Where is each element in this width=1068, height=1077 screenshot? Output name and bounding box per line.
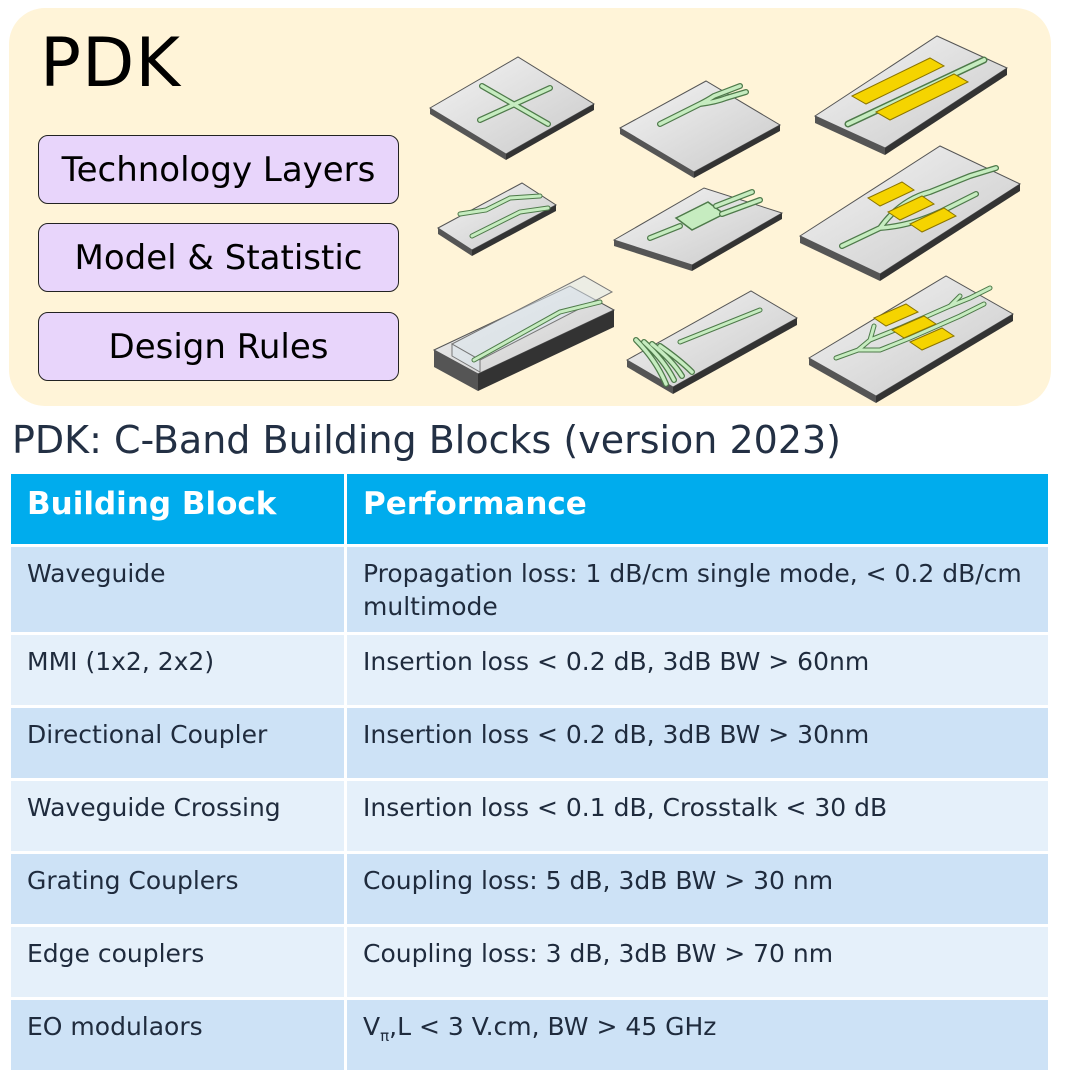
block-cell: Grating Couplers xyxy=(8,851,347,927)
block-cell: Edge couplers xyxy=(8,924,347,1000)
modulator-spec-text: ,L < 3 V.cm, BW > 45 GHz xyxy=(389,1012,717,1041)
edge-coupler-chip-icon xyxy=(432,275,616,391)
pdk-title: PDK xyxy=(40,24,181,103)
header-building-block: Building Block xyxy=(8,471,347,547)
header-performance: Performance xyxy=(344,471,1051,547)
model-statistic-button[interactable]: Model & Statistic xyxy=(38,223,399,292)
technology-layers-button[interactable]: Technology Layers xyxy=(38,135,399,204)
block-cell: EO modulaors xyxy=(8,997,347,1073)
performance-cell: Insertion loss < 0.2 dB, 3dB BW > 30nm xyxy=(344,705,1051,781)
directional-coupler-chip-icon xyxy=(437,182,557,256)
block-cell: Directional Coupler xyxy=(8,705,347,781)
table-row: Waveguide Crossing Insertion loss < 0.1 … xyxy=(8,778,1051,854)
building-block-illustrations xyxy=(429,35,1022,403)
block-cell: Waveguide xyxy=(8,544,347,635)
block-cell: Waveguide Crossing xyxy=(8,778,347,854)
y-splitter-chip-icon xyxy=(618,80,782,178)
building-blocks-table: Building Block Performance Waveguide Pro… xyxy=(8,471,1051,1073)
performance-cell: Propagation loss: 1 dB/cm single mode, <… xyxy=(344,544,1051,635)
table-header-row: Building Block Performance xyxy=(8,471,1051,547)
table-row: Grating Couplers Coupling loss: 5 dB, 3d… xyxy=(8,851,1051,927)
mzi-modulator-chip-icon xyxy=(798,145,1022,281)
performance-cell: Coupling loss: 5 dB, 3dB BW > 30 nm xyxy=(344,851,1051,927)
pi-subscript: π xyxy=(380,1027,390,1045)
performance-cell: Coupling loss: 3 dB, 3dB BW > 70 nm xyxy=(344,924,1051,1000)
table-row: Waveguide Propagation loss: 1 dB/cm sing… xyxy=(8,544,1051,635)
table-row: Directional Coupler Insertion loss < 0.2… xyxy=(8,705,1051,781)
performance-cell: Vπ,L < 3 V.cm, BW > 45 GHz xyxy=(344,997,1051,1073)
mmi-chip-icon xyxy=(612,187,784,271)
block-cell: MMI (1x2, 2x2) xyxy=(8,632,347,708)
modulator-chip-icon xyxy=(813,35,1009,155)
table-row: MMI (1x2, 2x2) Insertion loss < 0.2 dB, … xyxy=(8,632,1051,708)
table-row: EO modulaors Vπ,L < 3 V.cm, BW > 45 GHz xyxy=(8,997,1051,1073)
table-row: Edge couplers Coupling loss: 3 dB, 3dB B… xyxy=(8,924,1051,1000)
v-symbol: V xyxy=(363,1012,381,1041)
table-title: PDK: C-Band Building Blocks (version 202… xyxy=(12,418,842,462)
crossing-chip-icon xyxy=(429,56,595,160)
grating-coupler-chip-icon xyxy=(625,290,799,394)
dual-mzi-chip-icon xyxy=(808,275,1014,403)
design-rules-button[interactable]: Design Rules xyxy=(38,312,399,381)
performance-cell: Insertion loss < 0.2 dB, 3dB BW > 60nm xyxy=(344,632,1051,708)
performance-cell: Insertion loss < 0.1 dB, Crosstalk < 30 … xyxy=(344,778,1051,854)
